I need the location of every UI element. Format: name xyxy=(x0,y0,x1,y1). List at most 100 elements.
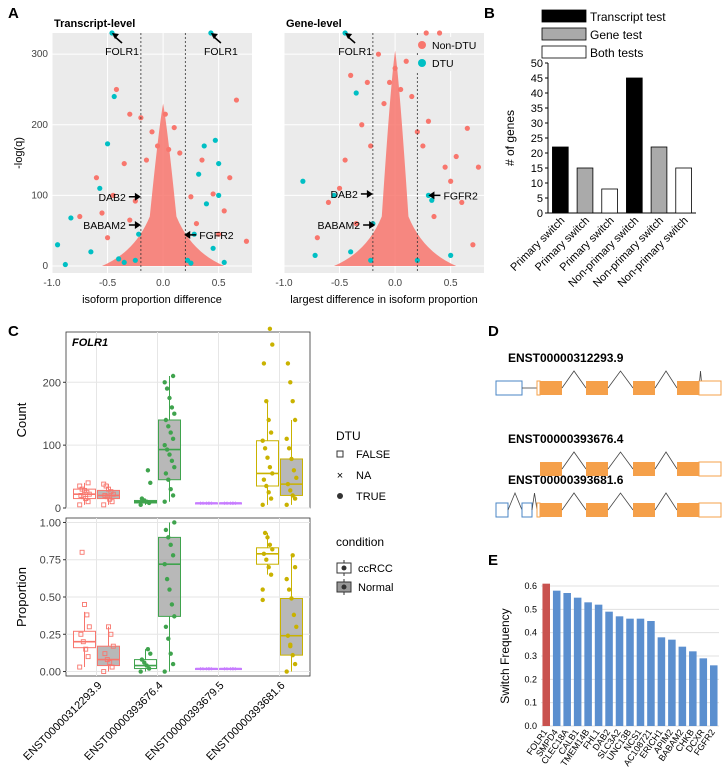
legend-symbol xyxy=(341,584,347,590)
data-point xyxy=(284,669,289,674)
non-dtu-point xyxy=(93,175,100,181)
intron-line xyxy=(561,370,587,389)
legend-title: DTU xyxy=(336,429,361,443)
box xyxy=(256,440,279,487)
non-dtu-point xyxy=(431,213,437,220)
non-dtu-point xyxy=(325,199,332,206)
non-dtu-point xyxy=(162,111,168,117)
data-point xyxy=(86,624,92,630)
cds-exon xyxy=(677,462,699,476)
data-point: × xyxy=(229,665,234,674)
data-point xyxy=(170,436,176,442)
data-point xyxy=(260,597,265,603)
non-dtu-point xyxy=(342,157,348,163)
legend-symbol xyxy=(337,493,343,499)
transcript-structures-d: ENST00000312293.9 ENST00000393676.4 ENST00… xyxy=(495,351,722,518)
bar xyxy=(647,621,655,726)
non-dtu-point xyxy=(127,217,133,223)
data-point xyxy=(290,398,295,404)
annotation-label: DAB2 xyxy=(98,192,126,204)
bar xyxy=(678,646,687,726)
data-point xyxy=(289,596,294,601)
data-point xyxy=(294,624,299,630)
legend-bg xyxy=(414,37,480,53)
cds-exon xyxy=(680,381,699,395)
dtu-point xyxy=(188,260,194,266)
data-point xyxy=(109,664,115,670)
dtu-point xyxy=(448,252,454,258)
dtu-point xyxy=(132,257,138,263)
data-point xyxy=(270,471,275,476)
dtu-point xyxy=(348,249,354,255)
data-point xyxy=(79,549,85,555)
non-dtu-point xyxy=(143,157,150,163)
data-point xyxy=(290,652,295,658)
legend-swatch xyxy=(418,41,426,49)
data-point xyxy=(167,452,172,457)
intron-line xyxy=(561,451,587,470)
data-point xyxy=(84,612,90,618)
box xyxy=(256,547,279,565)
y-axis-label: Count xyxy=(14,402,29,437)
legend-title: condition xyxy=(336,535,384,549)
bar xyxy=(594,604,603,726)
non-dtu-point xyxy=(398,86,404,93)
data-point xyxy=(284,502,289,508)
data-point xyxy=(267,464,273,470)
intron-line xyxy=(654,451,678,470)
y-tick-label: 300 xyxy=(31,49,48,60)
data-point xyxy=(106,624,111,630)
dtu-point xyxy=(136,231,142,237)
data-point xyxy=(172,464,177,470)
data-point xyxy=(163,417,169,423)
cds-exon xyxy=(540,381,562,395)
y-tick-label: 200 xyxy=(43,377,61,389)
non-dtu-point xyxy=(199,157,205,163)
data-point xyxy=(260,438,265,443)
data-point xyxy=(168,430,173,435)
y-tick-label: 20 xyxy=(531,148,543,160)
dtu-point xyxy=(210,245,216,251)
non-dtu-point xyxy=(453,153,459,160)
y-axis-label: Proportion xyxy=(14,567,29,627)
non-dtu-point xyxy=(425,118,432,124)
data-point xyxy=(291,468,297,473)
y-tick-label: 0.3 xyxy=(524,651,537,661)
panel-label-e: E xyxy=(488,552,498,569)
data-point xyxy=(101,669,107,674)
data-point xyxy=(77,483,83,489)
data-point: × xyxy=(229,499,234,508)
data-point xyxy=(286,446,292,451)
data-point xyxy=(268,572,274,577)
x-tick-label: 0.0 xyxy=(156,278,170,289)
data-point xyxy=(268,430,274,435)
utr-exon xyxy=(536,380,541,396)
data-point xyxy=(291,612,297,618)
bar xyxy=(563,593,571,726)
data-point xyxy=(166,424,171,429)
non-dtu-point xyxy=(409,93,415,100)
non-dtu-point xyxy=(336,185,343,191)
dtu-point xyxy=(88,249,94,255)
dtu-point xyxy=(216,160,222,167)
bar xyxy=(552,146,569,214)
x-tick-label: -1.0 xyxy=(43,278,61,289)
data-point xyxy=(162,442,167,448)
data-point: × xyxy=(223,499,228,508)
data-point xyxy=(145,468,151,473)
bar xyxy=(542,583,551,726)
data-point xyxy=(163,471,169,476)
data-point xyxy=(262,446,268,451)
y-tick-label: 1.00 xyxy=(40,517,61,529)
intron-line xyxy=(654,370,678,389)
data-point xyxy=(102,651,108,657)
legend-label: DTU xyxy=(432,58,454,70)
legend-swatch xyxy=(541,27,587,41)
intron-line xyxy=(531,492,538,511)
y-tick-label: 100 xyxy=(43,440,61,452)
data-point xyxy=(139,657,145,662)
non-dtu-point xyxy=(110,192,116,198)
dtu-point xyxy=(116,256,122,262)
y-tick-label: 0 xyxy=(55,503,61,515)
